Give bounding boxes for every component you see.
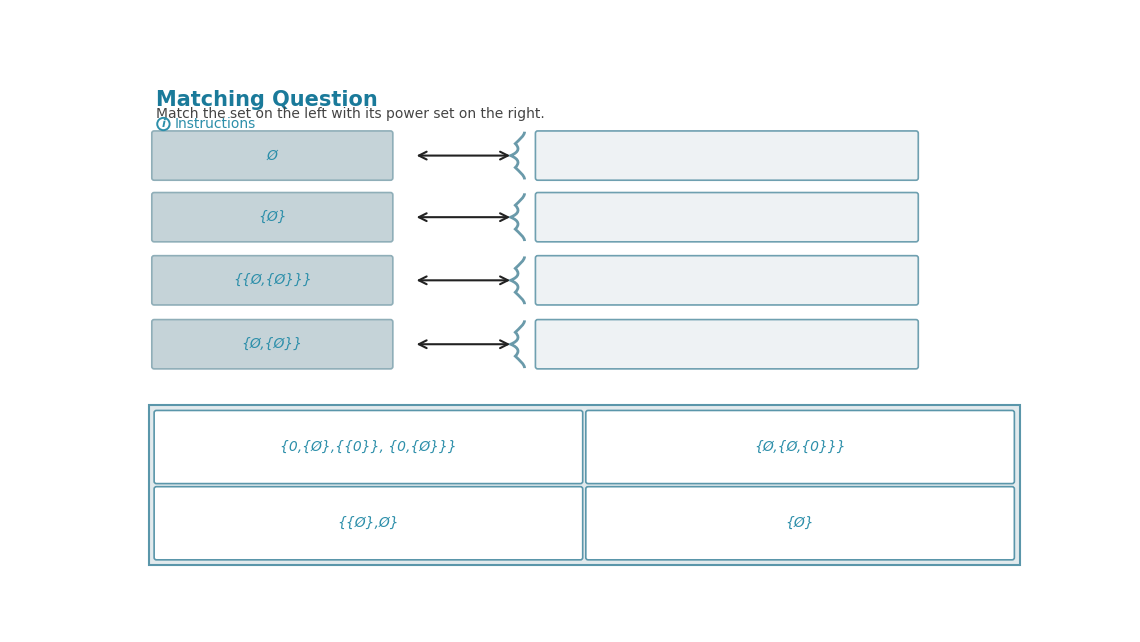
- FancyBboxPatch shape: [154, 410, 583, 483]
- FancyBboxPatch shape: [536, 193, 919, 242]
- FancyBboxPatch shape: [152, 256, 393, 305]
- Text: Instructions: Instructions: [174, 117, 255, 131]
- Text: Matching Question: Matching Question: [156, 90, 378, 110]
- FancyBboxPatch shape: [152, 193, 393, 242]
- Text: {{Ø,{Ø}}}: {{Ø,{Ø}}}: [233, 273, 311, 288]
- Text: {{Ø},Ø}: {{Ø},Ø}: [337, 516, 399, 530]
- FancyBboxPatch shape: [152, 131, 393, 180]
- Text: {Ø}: {Ø}: [258, 210, 286, 224]
- FancyBboxPatch shape: [586, 410, 1015, 483]
- FancyBboxPatch shape: [536, 320, 919, 369]
- FancyBboxPatch shape: [586, 487, 1015, 560]
- Text: i: i: [162, 119, 165, 129]
- Text: Ø: Ø: [267, 148, 278, 162]
- Text: {Ø}: {Ø}: [785, 516, 814, 530]
- FancyBboxPatch shape: [148, 405, 1020, 565]
- FancyBboxPatch shape: [154, 487, 583, 560]
- FancyBboxPatch shape: [536, 256, 919, 305]
- FancyBboxPatch shape: [536, 131, 919, 180]
- Text: {Ø,{Ø,{0}}}: {Ø,{Ø,{0}}}: [755, 440, 846, 454]
- Text: {Ø,{Ø}}: {Ø,{Ø}}: [242, 337, 303, 351]
- Text: {0,{Ø},{{0}}, {0,{Ø}}}: {0,{Ø},{{0}}, {0,{Ø}}}: [280, 440, 457, 454]
- FancyBboxPatch shape: [152, 320, 393, 369]
- Text: Match the set on the left with its power set on the right.: Match the set on the left with its power…: [156, 107, 545, 121]
